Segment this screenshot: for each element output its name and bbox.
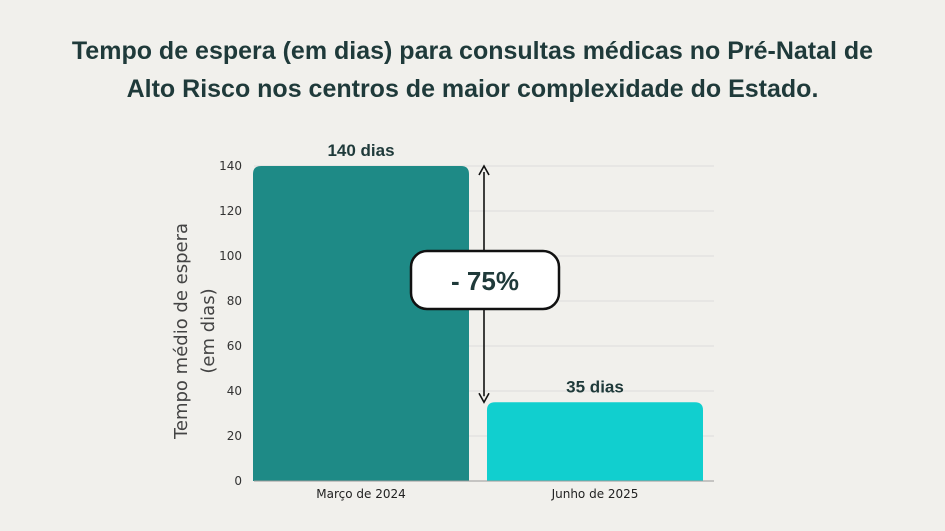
bar-value-label: 35 dias xyxy=(566,377,624,396)
bar xyxy=(487,402,703,481)
annotation-arrowhead-down xyxy=(478,392,490,404)
bar xyxy=(253,166,469,481)
y-axis-label-line-2: (em dias) xyxy=(198,288,219,373)
bar-value-label: 140 dias xyxy=(327,141,394,160)
x-tick-label: Março de 2024 xyxy=(316,487,405,501)
x-tick-label: Junho de 2025 xyxy=(551,487,639,501)
y-tick-label: 20 xyxy=(227,429,242,443)
annotation-arrowhead-up xyxy=(478,164,490,176)
y-tick-label: 120 xyxy=(219,204,242,218)
chart-title: Tempo de espera (em dias) para consultas… xyxy=(0,32,945,108)
y-tick-label: 60 xyxy=(227,339,242,353)
y-tick-label: 140 xyxy=(219,159,242,173)
y-tick-label: 40 xyxy=(227,384,242,398)
y-tick-label: 80 xyxy=(227,294,242,308)
y-tick-label: 0 xyxy=(234,474,242,488)
annotation-badge xyxy=(409,249,561,311)
chart-title-line-2: Alto Risco nos centros de maior complexi… xyxy=(126,75,819,103)
chart-title-line-1: Tempo de espera (em dias) para consultas… xyxy=(71,37,874,65)
annotation-badge-text: - 75% xyxy=(451,266,519,296)
y-axis-label-line-1: Tempo médio de espera xyxy=(171,223,192,440)
y-tick-label: 100 xyxy=(219,249,242,263)
